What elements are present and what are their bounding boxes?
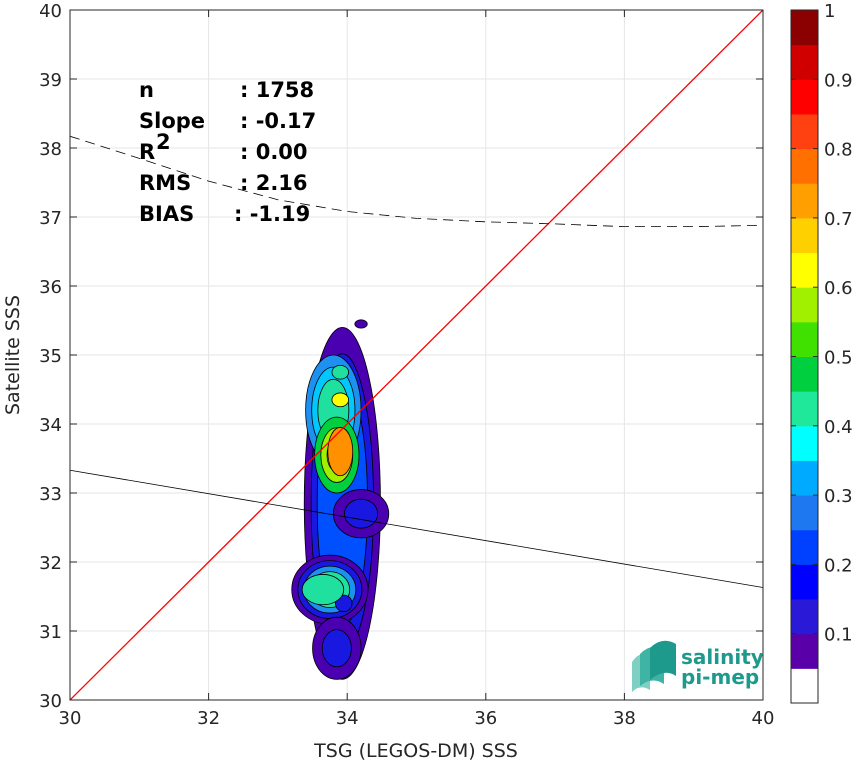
x-tick-label: 40 [752,708,775,729]
regression-line [70,469,763,588]
colorbar-segment [791,287,818,323]
y-tick-label: 34 [39,415,62,436]
colorbar-segment [791,529,818,565]
reference-lines [70,10,763,700]
stat-label-rms: RMS [139,171,191,195]
stat-label-slope: Slope [139,109,205,133]
density-lower-core [301,574,345,606]
colorbar-tick-label: 0.6 [824,278,853,299]
x-axis-ticks: 30 32 34 36 38 40 [59,10,775,729]
density-contours [291,319,390,680]
colorbar-segment [791,425,818,461]
density-peak-top [327,427,354,477]
colorbar-segment [791,599,818,635]
colorbar-tick-label: 0.2 [824,555,853,576]
x-tick-label: 30 [59,708,82,729]
colorbar-tick-label: 0.5 [824,348,853,369]
x-tick-label: 34 [336,708,359,729]
colorbar-tick-label: 0.9 [824,70,853,91]
y-tick-label: 32 [39,553,62,574]
colorbar-segment [791,183,818,219]
logo-wave-icon [632,640,676,692]
y-tick-label: 40 [39,1,62,22]
y-tick-label: 38 [39,139,62,160]
y-tick-label: 30 [39,691,62,712]
colorbar-segment [791,113,818,150]
colorbar-tick-label: 1 [824,1,835,22]
colorbar-segment [791,79,818,115]
stat-value-slope: : -0.17 [240,109,316,133]
x-tick-label: 32 [197,708,220,729]
x-tick-label: 38 [613,708,636,729]
x-axis-label: TSG (LEGOS-DM) SSS [313,740,518,762]
y-tick-label: 31 [39,622,62,643]
stat-value-n: : 1758 [240,78,314,102]
y-axis-ticks: 30 31 32 33 34 35 36 37 38 39 40 [39,1,763,712]
colorbar-segment [791,495,818,531]
dashed-envelope-curve [70,135,763,228]
statistics-box: n : 1758 Slope : -0.17 R 2 : 0.00 RMS : 2.16 BIAS… [139,78,316,226]
stat-value-r: : 0.00 [240,140,308,164]
colorbar-segment [791,564,818,600]
colorbar-segment [791,356,818,392]
colorbar-segment [791,148,818,184]
colorbar-segment [791,668,818,704]
y-tick-label: 39 [39,70,62,91]
stat-value-bias: : -1.19 [234,202,310,226]
stat-label-r: R [139,140,155,164]
logo-text-line2: pi-mep [681,665,759,689]
colorbar-segment [791,44,818,80]
colorbar-segment [791,391,818,427]
colorbar-segment [791,633,818,669]
colorbar-tick-label: 0.8 [824,140,853,161]
colorbar-segment [791,321,818,357]
density-blob-4-level-2 [344,498,379,529]
density-small-peak [331,392,349,408]
y-axis-label: Satellite SSS [2,295,24,415]
x-tick-label: 36 [474,708,497,729]
colorbar-segment [791,217,818,254]
salinity-pi-mep-logo: salinity pi-mep [632,640,764,692]
density-upper-spot [331,364,349,380]
stat-value-rms: : 2.16 [240,171,308,195]
colorbar: 0.1 0.2 0.3 0.4 0.5 0.6 0.7 0.8 0.9 1 [790,1,853,704]
colorbar-segment [791,460,818,496]
stat-label-bias: BIAS [139,202,194,226]
density-blob-3-level-2 [321,629,352,668]
density-blob-5-level-1 [354,319,368,329]
colorbar-tick-label: 0.1 [824,625,853,646]
y-tick-label: 36 [39,277,62,298]
stat-label-n: n [139,78,154,102]
colorbar-tick-label: 0.4 [824,417,853,438]
colorbar-segment [791,252,818,288]
logo-text-line1: salinity [681,645,764,669]
colorbar-segment [791,10,818,46]
colorbar-tick-label: 0.7 [824,209,853,230]
y-tick-label: 37 [39,208,62,229]
stat-label-superscript: 2 [156,130,171,154]
y-tick-label: 33 [39,484,62,505]
y-tick-label: 35 [39,346,62,367]
identity-line [70,10,763,700]
colorbar-tick-label: 0.3 [824,486,853,507]
